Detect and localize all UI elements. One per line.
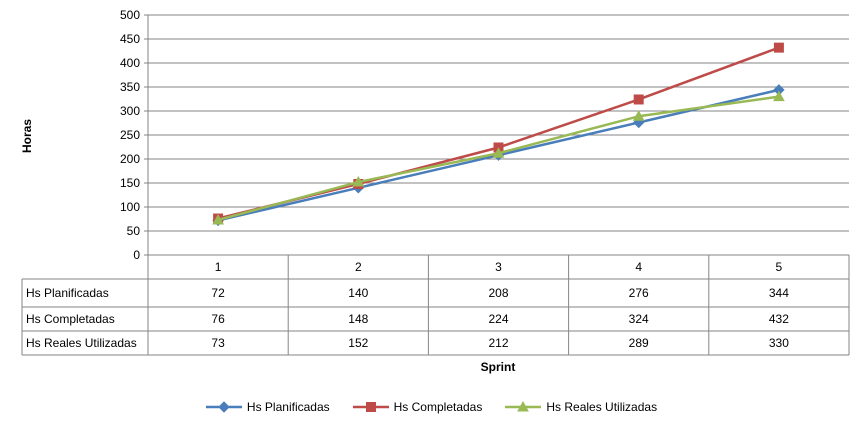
data-point (633, 94, 644, 105)
series-line (217, 46, 780, 220)
data-point (352, 176, 365, 187)
table-cell: 289 (629, 336, 649, 350)
y-tick-label: 150 (120, 176, 140, 190)
legend-label: Hs Planificadas (246, 400, 330, 414)
table-cell: 330 (769, 336, 789, 350)
y-tick-label: 500 (120, 8, 140, 22)
legend-label: Hs Reales Utilizadas (546, 400, 658, 414)
gridlines (148, 14, 849, 256)
table-cell: 72 (211, 286, 225, 300)
x-tick-label: 2 (355, 260, 362, 274)
legend-swatch (505, 400, 542, 412)
table-cell: 276 (629, 286, 649, 300)
table-cell: 73 (211, 336, 225, 350)
y-axis-tick-labels: 0 50 100 150 200 250 300 350 400 450 500 (120, 8, 140, 262)
y-tick-label: 400 (120, 56, 140, 70)
table-cell: 212 (488, 336, 508, 350)
x-tick-label: 3 (495, 260, 502, 274)
y-tick-label: 50 (127, 224, 141, 238)
table-cell: 152 (348, 336, 368, 350)
series-lines (212, 42, 785, 227)
table-cell: 324 (629, 312, 649, 326)
legend-swatch (352, 402, 389, 412)
table-row-header: Hs Completadas (26, 312, 115, 326)
table-cell: 208 (488, 286, 508, 300)
legend-marker (218, 401, 230, 413)
data-point (773, 42, 784, 53)
y-tick-label: 350 (120, 80, 140, 94)
x-tick-label: 5 (776, 260, 783, 274)
y-axis-title: Horas (20, 119, 34, 153)
table-cell: 224 (488, 312, 508, 326)
legend: Hs Planificadas Hs Completadas Hs Reales U… (0, 396, 862, 418)
table-cell: 148 (348, 312, 368, 326)
table-cell: 344 (769, 286, 789, 300)
data-point (492, 147, 505, 158)
y-tick-label: 450 (120, 32, 140, 46)
y-tick-label: 100 (120, 200, 140, 214)
legend-swatch (205, 401, 242, 413)
legend-label: Hs Completadas (393, 400, 483, 414)
x-axis-title: Sprint (481, 360, 516, 374)
y-tick-label: 250 (120, 128, 140, 142)
legend-item: Hs Completadas (352, 400, 483, 414)
table-row-header: Hs Planificadas (26, 286, 109, 300)
legend-item: Hs Planificadas (205, 400, 330, 414)
data-point (773, 90, 785, 102)
legend-item: Hs Reales Utilizadas (504, 400, 657, 414)
data-point (632, 110, 645, 121)
data-point (212, 213, 224, 225)
table-row-header: Hs Reales Utilizadas (26, 336, 137, 350)
x-tick-label: 1 (215, 260, 222, 274)
line-chart: 0 50 100 150 200 250 300 350 400 450 500 1 2 3 4 5 Hs P… (20, 8, 850, 374)
table-cell: 432 (769, 312, 789, 326)
axes (144, 14, 149, 256)
table-cell: 76 (211, 312, 225, 326)
table-cell: 140 (348, 286, 368, 300)
y-tick-label: 200 (120, 152, 140, 166)
y-tick-label: 0 (133, 248, 140, 262)
legend-marker (365, 402, 376, 412)
legend-marker (517, 400, 530, 412)
x-tick-label: 4 (635, 260, 642, 274)
y-tick-label: 300 (120, 104, 140, 118)
data-table: 1 2 3 4 5 Hs Planificadas 72 140 208 276 344 Hs Com… (21, 254, 850, 356)
